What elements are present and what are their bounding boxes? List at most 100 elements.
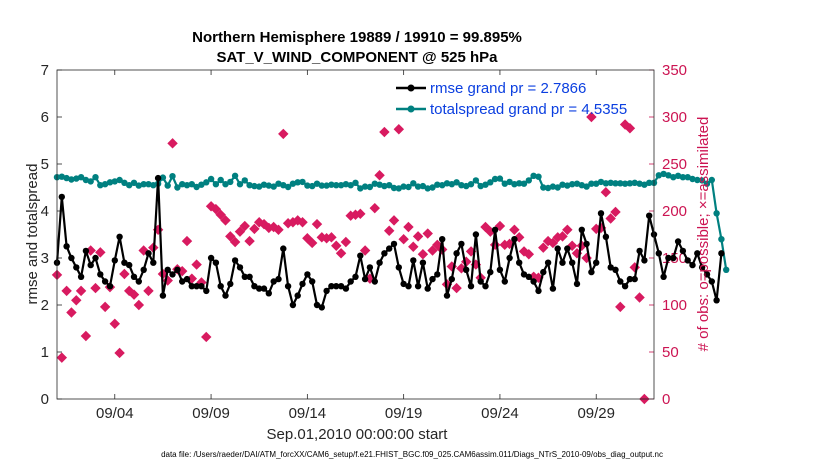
legend-spread-marker (407, 105, 415, 113)
rmse-marker (448, 275, 455, 283)
rmse-marker (540, 268, 547, 276)
rmse-marker (477, 278, 484, 285)
rmse-marker (164, 266, 171, 273)
y-axis-right-label: # of obs: o=possible; ×=assimilated (695, 117, 712, 352)
totalspread-marker (183, 182, 191, 189)
obs-possible-marker (547, 237, 559, 249)
totalspread-marker (246, 182, 253, 189)
totalspread-marker (429, 184, 436, 191)
rmse-marker (231, 257, 239, 264)
totalspread-marker (231, 172, 239, 179)
totalspread-marker (318, 182, 325, 189)
rmse-marker (573, 280, 581, 288)
rmse-marker (154, 174, 162, 182)
totalspread-marker (723, 266, 730, 273)
totalspread-marker (260, 181, 268, 188)
rmse-marker (424, 285, 431, 292)
obs-possible-marker (417, 249, 429, 260)
totalspread-marker (251, 182, 258, 190)
rmse-marker (482, 283, 489, 290)
totalspread-marker (188, 181, 195, 188)
totalspread-marker (92, 174, 99, 181)
obs-possible-marker (542, 235, 554, 247)
obs-possible-marker (408, 241, 419, 252)
rmse-marker (145, 250, 152, 257)
obs-possible-marker (383, 225, 395, 236)
rmse-marker (636, 247, 643, 255)
obs-possible-marker (109, 318, 120, 330)
totalspread-marker (241, 177, 248, 184)
totalspread-marker (621, 180, 629, 187)
rmse-marker (410, 257, 417, 264)
rmse-marker (106, 283, 114, 290)
totalspread-marker (607, 179, 614, 186)
rmse-marker (256, 285, 263, 292)
obs-possible-marker (229, 236, 241, 248)
rmse-marker (188, 283, 195, 290)
totalspread-marker (641, 181, 648, 188)
obs-possible-marker (562, 224, 573, 236)
rmse-marker (607, 264, 614, 271)
obs-possible-marker (311, 218, 323, 230)
totalspread-marker (660, 170, 667, 178)
totalspread-marker (207, 175, 215, 183)
rmse-marker (357, 252, 364, 259)
rmse-marker (342, 285, 350, 292)
totalspread-marker (573, 180, 581, 187)
obs-possible-marker (99, 301, 111, 313)
totalspread-marker (453, 179, 460, 186)
rmse-marker (419, 259, 427, 266)
y-axis-left-label: rmse and totalspread (24, 164, 41, 305)
rmse-marker (597, 210, 605, 217)
rmse-marker (549, 285, 557, 292)
obs-possible-marker (181, 235, 193, 247)
totalspread-marker (569, 181, 576, 188)
totalspread-marker (97, 182, 104, 189)
totalspread-marker (236, 181, 244, 188)
rmse-marker (101, 278, 109, 285)
y-right-tick-label: 300 (662, 109, 687, 126)
rmse-marker (453, 250, 460, 257)
totalspread-marker (280, 182, 287, 189)
obs-possible-marker (75, 285, 87, 297)
obs-possible-marker (427, 245, 438, 256)
rmse-marker (323, 287, 330, 295)
totalspread-marker (525, 177, 532, 184)
y-left-tick-label: 7 (41, 62, 49, 79)
obs-possible-marker (95, 247, 106, 258)
obs-possible-marker (509, 224, 520, 236)
obs-possible-marker (422, 228, 433, 239)
totalspread-marker (328, 181, 335, 188)
totalspread-marker (366, 183, 374, 191)
rmse-marker (443, 292, 451, 299)
totalspread-marker (145, 181, 152, 188)
rmse-marker (318, 304, 325, 311)
rmse-marker (679, 247, 687, 255)
obs-possible-marker (205, 201, 217, 212)
obs-possible-marker (220, 215, 231, 226)
totalspread-marker (284, 183, 292, 191)
obs-possible-marker (191, 259, 202, 270)
totalspread-marker (419, 182, 427, 190)
totalspread-marker (588, 180, 595, 187)
totalspread-marker (496, 175, 504, 182)
obs-possible-marker (615, 301, 626, 313)
rmse-marker (347, 278, 354, 285)
rmse-marker (63, 243, 70, 250)
rmse-marker (280, 245, 287, 252)
obs-possible-marker (292, 215, 303, 226)
y-axis-right-ticks: 050100150200250300350 (649, 62, 687, 408)
rmse-marker (491, 226, 499, 233)
rmse-marker (169, 271, 176, 278)
obs-possible-marker (244, 235, 255, 247)
totalspread-marker (491, 175, 499, 183)
rmse-marker (467, 283, 475, 290)
totalspread-marker (337, 182, 345, 189)
obs-possible-marker (56, 352, 68, 363)
totalspread-marker (617, 180, 624, 187)
rmse-marker (116, 233, 123, 240)
rmse-marker (289, 301, 297, 309)
rmse-marker (198, 283, 205, 290)
obs-possible-marker (119, 268, 130, 280)
totalspread-marker (342, 181, 350, 188)
